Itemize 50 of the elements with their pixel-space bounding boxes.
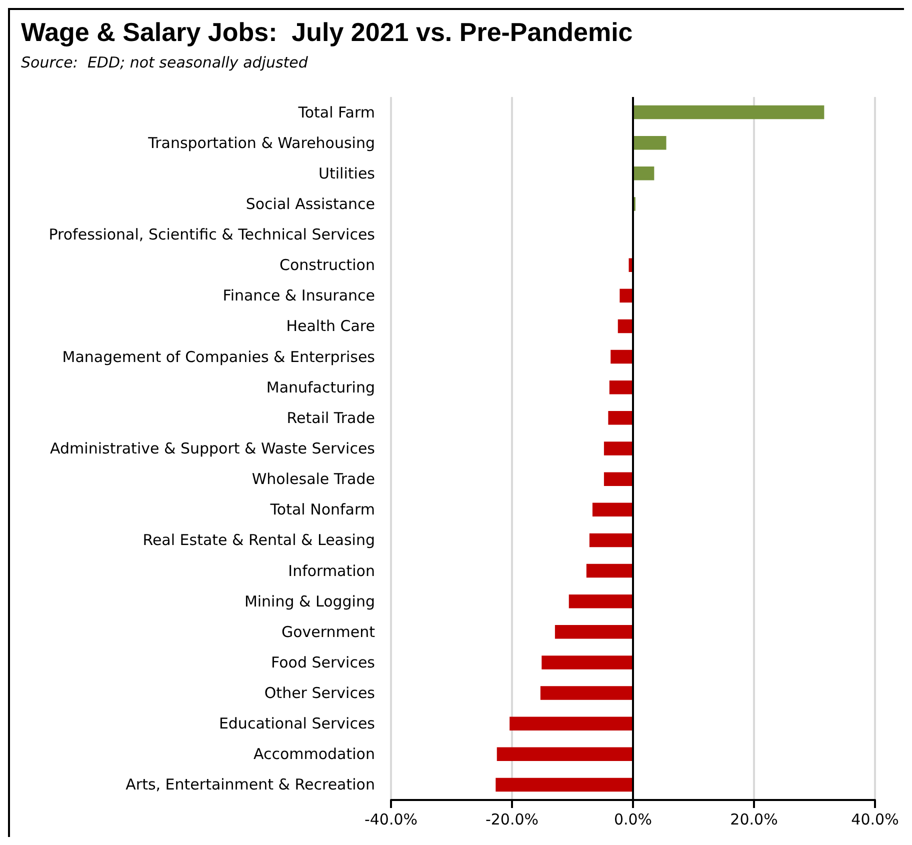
bar (604, 442, 633, 456)
bar (496, 778, 633, 792)
y-tick-label: Wholesale Trade (252, 470, 375, 488)
y-tick-label: Arts, Entertainment & Recreation (126, 776, 375, 794)
x-tick-label: 0.0% (614, 810, 652, 828)
y-tick-label: Educational Services (218, 714, 376, 733)
bar (618, 319, 633, 334)
x-tick-label: -40.0% (364, 810, 418, 828)
bar (633, 166, 654, 180)
bar (554, 625, 633, 639)
x-tick-label: 20.0% (730, 810, 778, 828)
bar (633, 136, 666, 150)
bar (496, 747, 633, 762)
y-tick-label: Information (288, 562, 375, 580)
bar (608, 411, 633, 425)
bar (620, 288, 633, 303)
y-tick-label: Accommodation (253, 745, 375, 764)
y-tick-label: Finance & Insurance (222, 286, 375, 305)
bar (568, 594, 633, 608)
bar (610, 350, 633, 364)
bar (609, 380, 633, 394)
y-tick-label: Health Care (286, 317, 375, 336)
bar (589, 533, 633, 548)
bar (592, 502, 633, 517)
y-tick-label: Government (281, 622, 376, 641)
y-tick-label: Management of Companies & Enterprises (62, 348, 376, 366)
y-tick-label: Other Services (264, 684, 376, 702)
text: Source: EDD; not seasonally adjusted (21, 54, 308, 72)
y-tick-label: Total Nonfarm (269, 500, 375, 519)
bar (540, 686, 633, 700)
chart-title: Wage & Salary Jobs: July 2021 vs. Pre-Pandemic (21, 17, 633, 47)
y-tick-label: Mining & Logging (244, 592, 375, 610)
x-tick-label: -20.0% (485, 810, 539, 828)
y-tick-label: Construction (279, 256, 375, 274)
bar (542, 656, 633, 670)
y-tick-label: Manufacturing (266, 378, 375, 396)
bar (586, 564, 633, 578)
y-tick-label: Utilities (318, 164, 376, 182)
bar (510, 716, 633, 730)
x-tick-label: 40.0% (851, 810, 899, 828)
y-tick-label: Transportation & Warehousing (147, 134, 375, 152)
bar (633, 105, 824, 120)
y-tick-label: Professional, Scientific & Technical Services (48, 226, 376, 244)
y-tick-label: Total Farm (297, 103, 375, 122)
y-tick-label: Food Services (271, 653, 376, 672)
y-tick-label: Social Assistance (246, 194, 375, 213)
y-tick-label: Administrative & Support & Waste Services (50, 440, 376, 458)
bar (604, 472, 633, 486)
y-tick-label: Retail Trade (286, 408, 375, 427)
y-tick-label: Real Estate & Rental & Leasing (142, 531, 375, 550)
